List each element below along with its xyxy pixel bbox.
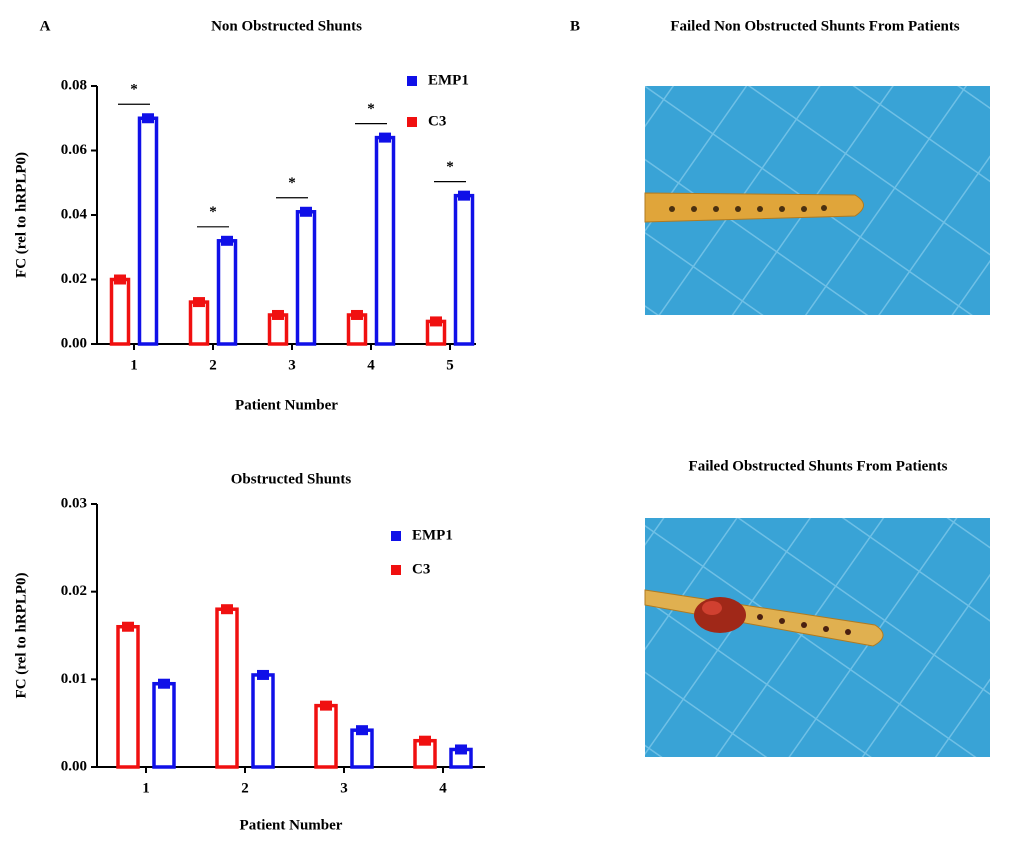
significance-label: * bbox=[446, 159, 454, 175]
y-tick-label: 0.02 bbox=[61, 583, 87, 599]
bar-cap bbox=[257, 670, 269, 680]
legend-label: EMP1 bbox=[412, 527, 453, 543]
bar-cap bbox=[455, 744, 467, 754]
legend-swatch bbox=[391, 565, 401, 575]
legend-label: EMP1 bbox=[428, 72, 469, 88]
bar bbox=[191, 302, 208, 344]
chart-title: Non Obstructed Shunts bbox=[211, 18, 362, 34]
bar bbox=[112, 280, 129, 345]
photo bbox=[645, 518, 990, 757]
bar bbox=[140, 118, 157, 344]
bar bbox=[217, 609, 237, 767]
bar bbox=[219, 241, 236, 344]
legend-swatch bbox=[407, 117, 417, 127]
x-axis-label: Patient Number bbox=[240, 817, 343, 833]
bar bbox=[253, 675, 273, 767]
y-tick-label: 0.06 bbox=[61, 142, 88, 158]
significance-label: * bbox=[288, 175, 296, 191]
y-tick-label: 0.02 bbox=[61, 271, 87, 287]
significance-label: * bbox=[130, 82, 138, 98]
y-tick-label: 0.08 bbox=[61, 77, 87, 93]
bar-cap bbox=[193, 297, 205, 307]
x-axis-label: Patient Number bbox=[235, 397, 338, 413]
x-tick-label: 3 bbox=[340, 780, 348, 796]
bar bbox=[118, 627, 138, 767]
bar-cap bbox=[272, 310, 284, 320]
bar-cap bbox=[142, 113, 154, 123]
x-tick-label: 3 bbox=[288, 357, 296, 373]
bar bbox=[377, 138, 394, 344]
chart-title: Obstructed Shunts bbox=[231, 471, 352, 487]
bar-cap bbox=[122, 622, 134, 632]
bar bbox=[154, 684, 174, 767]
bar-cap bbox=[419, 736, 431, 746]
bar-cap bbox=[114, 275, 126, 285]
image-title: Failed Non Obstructed Shunts From Patien… bbox=[670, 18, 959, 34]
bar-cap bbox=[458, 191, 470, 201]
photo bbox=[645, 86, 990, 315]
legend-label: C3 bbox=[428, 113, 446, 129]
x-tick-label: 4 bbox=[439, 780, 447, 796]
bar-cap bbox=[221, 236, 233, 246]
bar-cap bbox=[221, 604, 233, 614]
bar-cap bbox=[300, 207, 312, 217]
legend-swatch bbox=[407, 76, 417, 86]
bar-cap bbox=[351, 310, 363, 320]
bar-cap bbox=[320, 701, 332, 711]
x-tick-label: 1 bbox=[130, 357, 138, 373]
y-tick-label: 0.03 bbox=[61, 495, 87, 511]
bar bbox=[352, 730, 372, 767]
x-tick-label: 1 bbox=[142, 780, 150, 796]
y-axis-label: FC (rel to hRPLP0) bbox=[13, 573, 29, 699]
significance-label: * bbox=[367, 101, 375, 117]
legend-swatch bbox=[391, 531, 401, 541]
significance-label: * bbox=[209, 204, 217, 220]
bar-cap bbox=[356, 725, 368, 735]
legend-label: C3 bbox=[412, 561, 430, 577]
x-tick-label: 2 bbox=[209, 357, 217, 373]
y-tick-label: 0.01 bbox=[61, 671, 87, 687]
x-tick-label: 4 bbox=[367, 357, 375, 373]
bar-cap bbox=[158, 679, 170, 689]
bar bbox=[298, 212, 315, 344]
figure: A B Failed Non Obstructed Shunts From Pa… bbox=[0, 0, 1032, 836]
y-tick-label: 0.00 bbox=[61, 335, 87, 351]
x-tick-label: 2 bbox=[241, 780, 249, 796]
y-tick-label: 0.04 bbox=[61, 206, 88, 222]
image-title: Failed Obstructed Shunts From Patients bbox=[689, 458, 948, 474]
y-axis-label: FC (rel to hRPLP0) bbox=[13, 152, 29, 278]
x-tick-label: 5 bbox=[446, 357, 454, 373]
panel-label: A bbox=[40, 18, 51, 34]
panel-label: B bbox=[570, 18, 580, 34]
y-tick-label: 0.00 bbox=[61, 758, 87, 774]
bar-cap bbox=[379, 133, 391, 143]
bar bbox=[456, 196, 473, 344]
bar-cap bbox=[430, 316, 442, 326]
bar bbox=[316, 706, 336, 767]
